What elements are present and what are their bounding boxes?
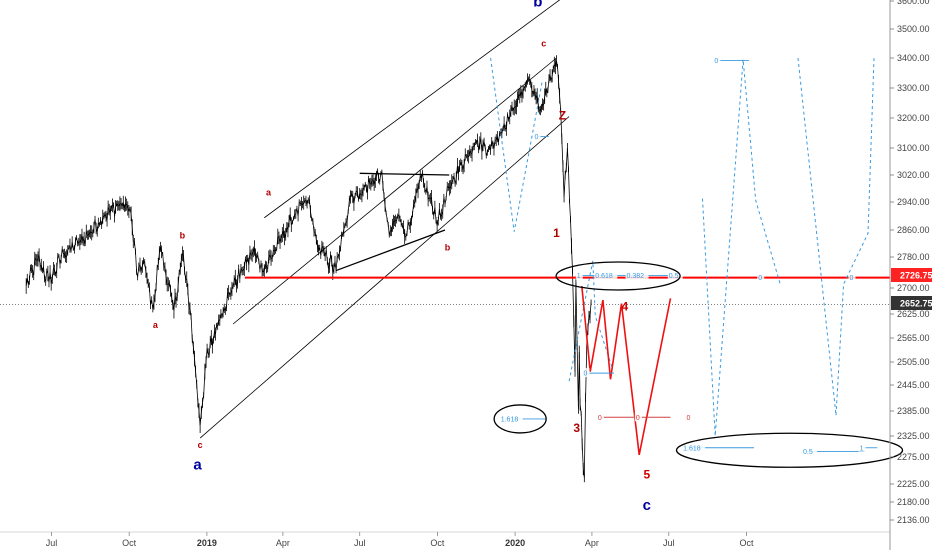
- y-tick-label: 2275.00: [897, 452, 930, 462]
- last-price-badge: 2652.75: [891, 296, 932, 310]
- wave-label: b: [445, 242, 451, 252]
- x-tick-label: Jul: [663, 538, 675, 548]
- fib-label-bg: [533, 131, 541, 141]
- y-tick-label: 2225.00: [897, 479, 930, 489]
- x-tick-label: Oct: [739, 538, 754, 548]
- highlight-ellipse[interactable]: [555, 261, 681, 291]
- fib-label-bg: [596, 412, 604, 422]
- wave-label: 1: [553, 226, 560, 240]
- fib-label-bg: [713, 55, 721, 65]
- fib-label-bg: [582, 368, 590, 378]
- y-tick-label: 3300.00: [897, 83, 930, 93]
- fib-label-bg: [802, 446, 818, 456]
- wave-label: c: [643, 497, 651, 514]
- channel-line[interactable]: [232, 57, 557, 325]
- fib-level-label: 0: [714, 58, 718, 65]
- wave-label: 3: [573, 421, 580, 435]
- wave-label: a: [193, 456, 202, 473]
- pattern-line[interactable]: [359, 172, 450, 176]
- y-tick-label: 2180.00: [897, 497, 930, 507]
- wave-label: 5: [643, 468, 650, 482]
- y-tick-label: 3200.00: [897, 113, 930, 123]
- fib-level-label: 0.618: [595, 273, 613, 280]
- fib-level-label: 0.382: [627, 273, 645, 280]
- x-tick-label: Jul: [46, 538, 58, 548]
- fib-label-bg: [667, 270, 683, 280]
- fib-label-bg: [575, 270, 583, 280]
- price-line[interactable]: [25, 60, 592, 478]
- y-tick-label: 2780.00: [897, 252, 930, 262]
- x-tick-label: 2020: [505, 538, 525, 548]
- fib-label-bg: [594, 270, 618, 280]
- y-tick-label: 2136.00: [897, 515, 930, 525]
- projection-red-wave[interactable]: [581, 286, 672, 456]
- wave-label: c: [541, 38, 546, 48]
- wave-label: c: [198, 440, 203, 450]
- y-tick-label: 2385.00: [897, 406, 930, 416]
- y-tick-label: 2700.00: [897, 283, 930, 293]
- fib-label-bg: [757, 272, 765, 282]
- wave-label: a: [153, 320, 159, 330]
- fib-level-label: 1.618: [501, 416, 519, 423]
- projection-blue-path[interactable]: [702, 59, 781, 437]
- fib-label-bg: [682, 442, 706, 452]
- x-tick-label: Oct: [122, 538, 137, 548]
- fib-level-label: 0: [598, 415, 602, 422]
- fib-level-label: 0: [686, 415, 690, 422]
- fib-level-label: 0: [636, 415, 640, 422]
- y-tick-label: 2940.00: [897, 197, 930, 207]
- y-tick-label: 3500.00: [897, 24, 930, 34]
- y-tick-label: 2445.00: [897, 380, 930, 390]
- x-tick-label: Apr: [276, 538, 290, 548]
- wave-label: b: [180, 230, 186, 240]
- wave-label: 4: [622, 300, 629, 314]
- fib-level-label: 1.618: [683, 445, 701, 452]
- fib-level-label: 0.5: [803, 449, 813, 456]
- fib-label-bg: [625, 270, 649, 280]
- x-tick-label: 2019: [197, 538, 217, 548]
- pattern-line[interactable]: [335, 229, 446, 272]
- fib-level-label: 0: [849, 275, 853, 282]
- x-tick-label: Jul: [354, 538, 366, 548]
- fib-level-label: 0: [583, 371, 587, 378]
- channel-line[interactable]: [264, 0, 565, 219]
- highlight-ellipse[interactable]: [493, 404, 547, 434]
- y-tick-label: 2625.00: [897, 309, 930, 319]
- y-tick-label: 3100.00: [897, 143, 930, 153]
- fib-level-label: 0: [535, 134, 539, 141]
- fib-label-bg: [499, 413, 523, 423]
- y-tick-label: 3020.00: [897, 170, 930, 180]
- y-tick-label: 2505.00: [897, 357, 930, 367]
- y-tick-label: 2565.00: [897, 333, 930, 343]
- time-axis[interactable]: Jul Oct 2019 Apr Jul Oct 2020 Apr Jul Oct: [46, 532, 754, 548]
- y-tick-label: 3400.00: [897, 53, 930, 63]
- support-price-label: 2726.75: [900, 271, 932, 281]
- fib-label-bg: [685, 412, 693, 422]
- y-tick-label: 2325.00: [897, 431, 930, 441]
- price-axis[interactable]: 2136.00 2180.00 2225.00 2275.00 2325.00 2385.…: [890, 0, 930, 525]
- support-price-badge: 2726.75: [891, 268, 932, 282]
- y-tick-label: 2860.00: [897, 225, 930, 235]
- fib-label-bg: [848, 272, 856, 282]
- y-tick-label: 3600.00: [897, 0, 930, 6]
- x-tick-label: Apr: [585, 538, 599, 548]
- fib-level-label: 1: [860, 445, 864, 452]
- highlight-ellipse[interactable]: [675, 432, 904, 468]
- fib-level-label: 0.5: [669, 273, 679, 280]
- projection-blue-path[interactable]: [490, 57, 543, 232]
- fib-label-bg: [634, 412, 642, 422]
- wave-label: Z: [559, 109, 566, 123]
- wave-label: a: [266, 187, 272, 197]
- wave-label: b: [533, 0, 542, 11]
- fib-label-bg: [858, 442, 866, 452]
- last-price-label: 2652.75: [900, 299, 932, 309]
- fib-level-label: 0: [758, 275, 762, 282]
- plot-area[interactable]: 0 0 1 0.618 0.382 0.5 0 0 0 0 0 0 1.618 1.618 0.5 1 b c Z 1…: [0, 0, 904, 514]
- x-tick-label: Oct: [430, 538, 445, 548]
- fib-level-label: 1: [577, 273, 581, 280]
